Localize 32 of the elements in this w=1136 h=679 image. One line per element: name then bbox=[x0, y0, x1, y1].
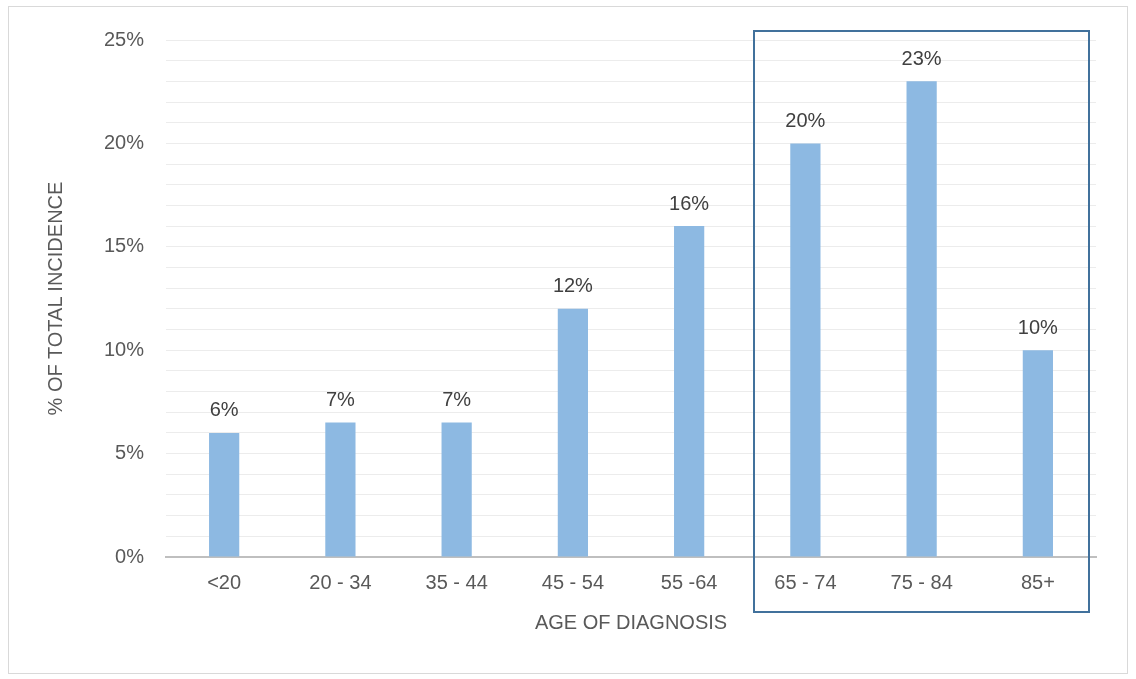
y-axis-title: % OF TOTAL INCIDENCE bbox=[43, 181, 66, 416]
y-tick-label: 0% bbox=[115, 544, 145, 567]
data-label: 16% bbox=[669, 191, 710, 214]
data-label: 23% bbox=[901, 46, 942, 69]
bar bbox=[557, 308, 588, 557]
bar bbox=[209, 432, 240, 557]
data-label: 7% bbox=[325, 388, 356, 411]
bar bbox=[325, 422, 356, 557]
data-label: 20% bbox=[785, 108, 826, 131]
y-tick-label: 10% bbox=[104, 337, 145, 360]
y-tick-label: 25% bbox=[104, 27, 145, 50]
x-tick-label: 65 - 74 bbox=[774, 570, 837, 593]
data-label: 7% bbox=[442, 388, 472, 411]
data-label: 10% bbox=[1017, 315, 1059, 338]
x-axis-title: AGE OF DIAGNOSIS bbox=[534, 610, 728, 633]
y-tick-label: 20% bbox=[104, 130, 145, 153]
y-tick-label: 15% bbox=[104, 234, 145, 257]
data-label: 6% bbox=[209, 398, 239, 421]
bar bbox=[1022, 350, 1053, 557]
y-tick-label: 5% bbox=[115, 441, 145, 464]
x-tick-label: 75 - 84 bbox=[890, 570, 953, 593]
bar bbox=[674, 226, 705, 557]
x-tick-label: 45 - 54 bbox=[541, 570, 605, 593]
x-tick-label: 55 -64 bbox=[660, 570, 718, 593]
x-tick-label: 20 - 34 bbox=[309, 570, 372, 593]
x-tick-label: <20 bbox=[207, 570, 242, 593]
data-label: 12% bbox=[552, 274, 594, 297]
bar bbox=[790, 143, 821, 557]
x-tick-label: 85+ bbox=[1020, 570, 1055, 593]
x-tick-label: 35 - 44 bbox=[425, 570, 488, 593]
bar bbox=[441, 422, 472, 557]
bar bbox=[906, 81, 937, 557]
